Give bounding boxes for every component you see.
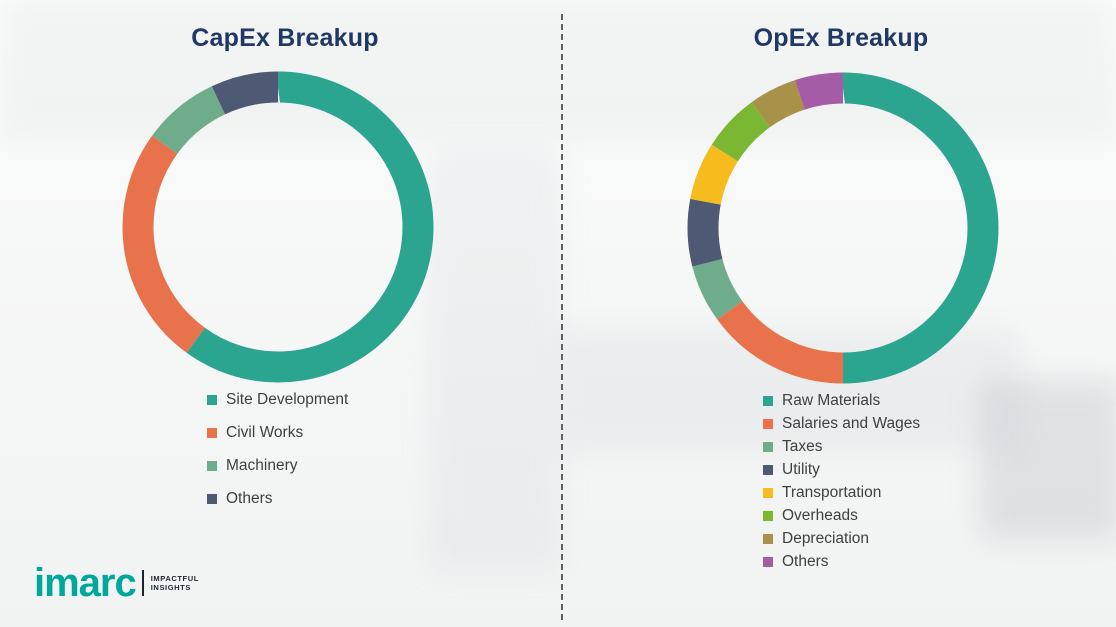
legend-swatch <box>763 441 773 452</box>
legend-label: Civil Works <box>226 424 304 441</box>
legend-swatch <box>207 394 217 405</box>
legend-item-civil-works: Civil Works <box>207 423 348 442</box>
donut-segment-others <box>122 71 434 383</box>
legend-item-utility: Utility <box>763 460 920 479</box>
tagline-line-2: INSIGHTS <box>150 583 191 592</box>
legend-swatch <box>763 533 773 544</box>
tagline-line-1: IMPACTFUL <box>150 573 199 583</box>
opex-donut-chart <box>683 68 1003 388</box>
legend-label: Others <box>226 490 273 507</box>
legend-label: Transportation <box>782 484 882 501</box>
legend-item-salaries-and-wages: Salaries and Wages <box>763 414 920 433</box>
legend-item-transportation: Transportation <box>763 483 920 502</box>
imarc-logo-tagline: IMPACTFUL INSIGHTS <box>151 574 199 593</box>
logo-divider-bar <box>141 570 144 596</box>
capex-chart-title: CapEx Breakup <box>191 24 379 52</box>
legend-item-site-development: Site Development <box>207 390 348 409</box>
legend-label: Others <box>782 553 829 570</box>
legend-swatch <box>207 460 217 471</box>
legend-label: Machinery <box>226 457 298 474</box>
vertical-dashed-divider <box>561 14 563 620</box>
donut-segment-civil-works <box>122 71 434 383</box>
legend-label: Utility <box>782 461 820 478</box>
legend-item-taxes: Taxes <box>763 437 920 456</box>
legend-label: Taxes <box>782 438 823 455</box>
legend-swatch <box>763 464 773 475</box>
legend-item-raw-materials: Raw Materials <box>763 391 920 410</box>
legend-label: Raw Materials <box>782 392 881 409</box>
legend-swatch <box>763 556 773 567</box>
legend-item-overheads: Overheads <box>763 506 920 525</box>
legend-item-depreciation: Depreciation <box>763 529 920 548</box>
background-texture <box>980 380 1116 540</box>
imarc-logo: imarc IMPACTFUL INSIGHTS <box>34 563 199 603</box>
donut-segment-others <box>687 72 999 384</box>
legend-swatch <box>763 418 773 429</box>
legend-swatch <box>207 427 217 438</box>
opex-legend: Raw Materials Salaries and Wages Taxes Util… <box>763 391 920 575</box>
imarc-logo-text: imarc <box>34 561 137 605</box>
legend-swatch <box>207 493 217 504</box>
legend-label: Overheads <box>782 507 858 524</box>
legend-swatch <box>763 395 773 406</box>
background-texture <box>430 150 560 570</box>
capex-legend: Site Development Civil Works Machinery Othe… <box>207 390 348 522</box>
legend-swatch <box>763 487 773 498</box>
legend-item-others: Others <box>207 489 348 508</box>
legend-label: Salaries and Wages <box>782 415 921 432</box>
legend-label: Depreciation <box>782 530 870 547</box>
legend-swatch <box>763 510 773 521</box>
legend-item-others: Others <box>763 552 920 571</box>
legend-label: Site Development <box>226 391 349 408</box>
legend-item-machinery: Machinery <box>207 456 348 475</box>
opex-chart-title: OpEx Breakup <box>753 24 929 52</box>
capex-donut-chart <box>118 67 438 387</box>
donut-segment-utility <box>687 72 999 384</box>
